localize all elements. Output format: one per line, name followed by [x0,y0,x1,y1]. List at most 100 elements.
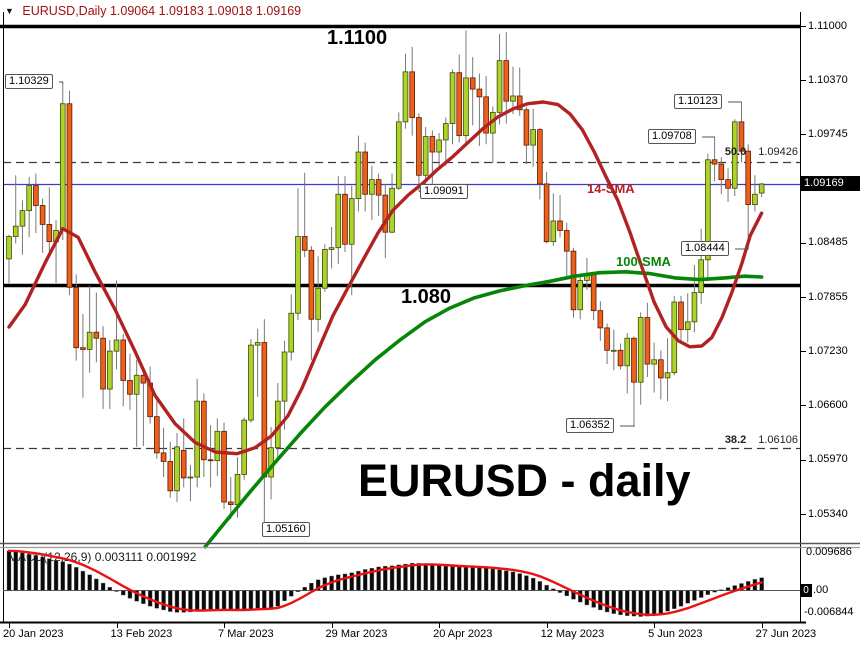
candle-up [705,159,711,261]
candle-up [6,236,12,260]
macd-histogram-bar [336,574,341,591]
macd-histogram-bar [168,590,173,612]
sma100-line [203,270,764,549]
candle-up [214,430,221,462]
macd-histogram-bar [33,555,39,591]
macd-histogram-bar [26,553,32,591]
candle-up [288,312,295,353]
date-axis-label: 5 Jun 2023 [648,628,703,640]
candle-up [637,317,644,383]
candle-up [550,220,557,243]
candle-up [19,210,26,227]
candle-down [718,163,725,181]
candle-up [442,123,449,141]
macd-histogram-bar [510,571,516,591]
macd-histogram-bar [524,575,529,591]
candle-up [422,136,429,176]
macd-histogram-bar [80,570,86,591]
sma14-line [7,100,764,456]
macd-histogram-bar [672,590,677,609]
macd-histogram-bar [678,590,684,607]
macd-histogram-bar [228,590,233,611]
macd-histogram-bar [430,564,435,591]
macd-histogram-bar [215,590,220,610]
price-label-box[interactable]: 1.10123 [674,94,722,109]
candle-down [100,337,106,390]
macd-histogram-bar [248,590,254,610]
candle-up [86,331,93,350]
price-label-box[interactable]: 1.08444 [681,241,729,256]
candle-down [597,310,604,329]
macd-histogram-bar [517,573,522,591]
price-axis-label: 1.09745 [808,127,848,140]
price-axis-label: 1.07230 [808,344,848,357]
fibo-38-percent: 38.2 [724,434,747,446]
price-label-connector [702,136,716,138]
macd-histogram-bar [268,590,274,609]
candle-down [604,327,610,351]
macd-histogram-bar [457,566,462,591]
candle-up [691,292,698,323]
macd-histogram-bar [67,563,72,591]
macd-histogram-bar [73,567,79,591]
candle-up [315,287,321,320]
candle-down [154,416,160,454]
macd-histogram-bar [403,563,408,591]
fibo-level-38: 38.2 1.06106 [688,434,798,446]
macd-histogram-bar [719,589,724,591]
candle-up [194,400,200,478]
candle-down [543,183,550,243]
candle-down [160,452,167,462]
macd-histogram-bar [309,582,314,591]
price-axis-label: 1.10370 [808,73,848,86]
macd-histogram-bar [201,590,207,611]
macd-histogram-bar [504,570,509,591]
macd-histogram-bar [181,590,186,613]
sma14-label: 14-SMA [587,181,635,196]
candle-down [375,179,382,196]
candle-up [328,247,335,250]
candle-down [711,159,718,165]
macd-histogram-bar [47,558,52,591]
macd-histogram-bar [389,565,395,591]
date-axis-label: 27 Jun 2023 [755,628,817,640]
macd-histogram-bar [114,590,119,592]
date-axis-label: 7 Mar 2023 [218,628,274,640]
date-axis-label: 12 May 2023 [540,628,605,640]
candle-down [745,150,751,206]
indicator-axis-zero: .00 [813,584,829,596]
date-axis-label: 20 Apr 2023 [433,628,493,640]
macd-histogram-bar [349,572,354,591]
candle-up [26,185,32,212]
candle-up [348,198,355,245]
price-label-box[interactable]: 1.05160 [262,522,310,537]
macd-histogram-bar [376,566,381,591]
candle-down [476,88,483,98]
date-axis-label: 13 Feb 2023 [110,628,173,640]
price-label-box[interactable]: 1.09091 [420,184,468,199]
macd-histogram-bar [604,590,610,613]
candle-down [678,301,684,331]
candle-down [590,274,597,312]
price-label-connector [418,190,421,193]
macd-histogram-bar [470,567,475,591]
macd-histogram-bar [638,590,643,617]
macd-histogram-bar [241,590,247,611]
macd-histogram-bar [396,564,401,591]
macd-histogram-bar [134,590,139,602]
price-label-box[interactable]: 1.10329 [5,74,53,89]
resistance-level-label: 1.1100 [327,27,388,49]
macd-histogram-bar [463,566,469,591]
macd-histogram-bar [631,590,637,617]
macd-histogram-bar [544,584,549,591]
price-label-box[interactable]: 1.09708 [648,129,696,144]
macd-histogram-bar [20,552,25,591]
candle-up [248,344,254,421]
price-label-box[interactable]: 1.06352 [566,418,614,433]
candle-up [752,193,758,206]
macd-histogram-bar [383,565,388,591]
macd-histogram-bar [685,590,690,604]
macd-histogram-bar [208,590,213,611]
macd-histogram-bar [497,569,502,591]
